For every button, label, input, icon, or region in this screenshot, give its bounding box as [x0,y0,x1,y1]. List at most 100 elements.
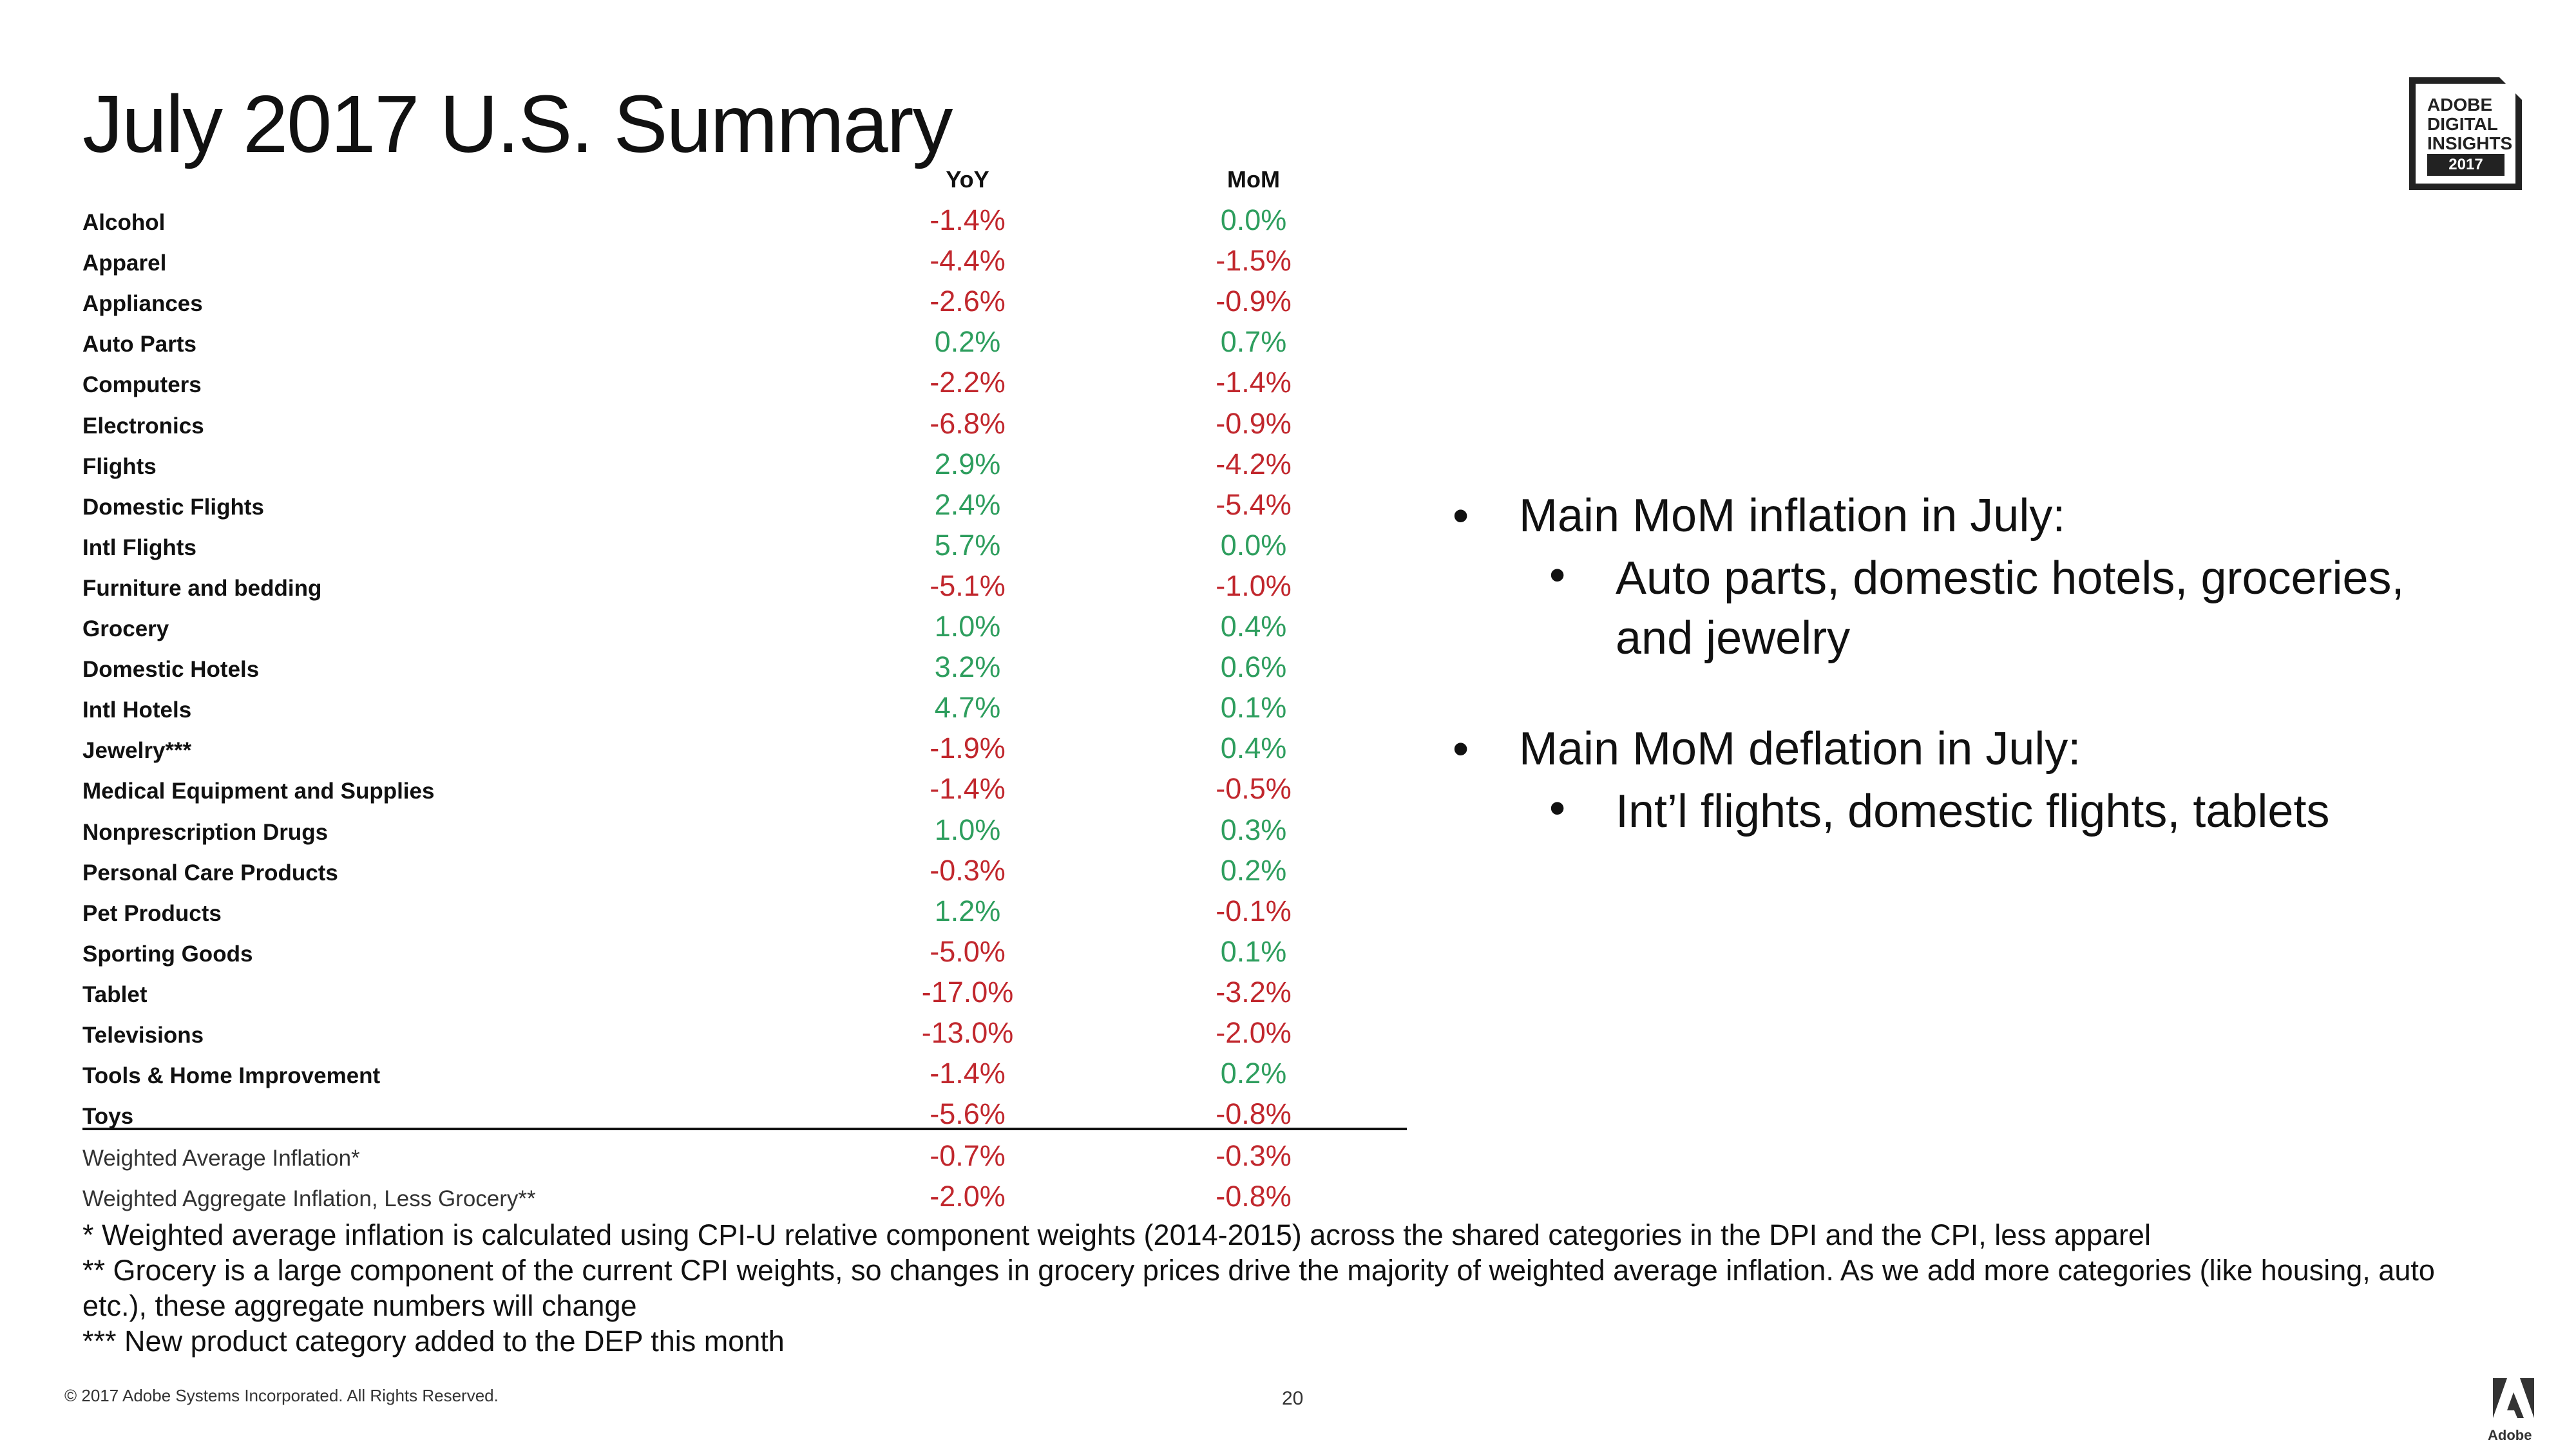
yoy-value: 1.0% [934,813,1001,846]
category-label: Intl Flights [82,535,196,560]
sub-bullet-text: Auto parts, domestic hotels, groceries, … [1616,553,2405,664]
table-row: Apparel -4.4% -1.5% [0,240,1417,281]
mom-value: 0.2% [1220,1057,1287,1090]
category-label: Domestic Flights [82,494,264,520]
category-label: Medical Equipment and Supplies [82,779,435,804]
mom-value: -0.8% [1216,1097,1292,1131]
table-row: Personal Care Products -0.3% 0.2% [0,850,1417,891]
bullet-dot: • [1453,723,1469,775]
category-label: Televisions [82,1023,204,1048]
table-row: Furniture and bedding -5.1% -1.0% [0,565,1417,606]
table-row: Grocery 1.0% 0.4% [0,606,1417,647]
footnote: *** New product category added to the DE… [82,1325,785,1358]
category-label: Electronics [82,413,204,439]
bullet-dot: • [1453,490,1469,542]
yoy-value: -6.8% [930,406,1006,440]
yoy-value: 0.2% [934,325,1001,359]
table-row: Flights 2.9% -4.2% [0,444,1417,484]
category-label: Intl Hotels [82,697,192,723]
adobe-wordmark: Adobe [2488,1427,2532,1443]
page-number: 20 [1282,1388,1304,1409]
yoy-value: -17.0% [921,975,1014,1009]
copyright-notice: © 2017 Adobe Systems Incorporated. All R… [64,1386,499,1405]
yoy-value: -5.6% [930,1097,1006,1131]
yoy-value: 2.9% [934,447,1001,480]
category-label: Domestic Hotels [82,657,260,683]
mom-value: -2.0% [1216,1016,1292,1049]
aggregate-row: Weighted Aggregate Inflation, Less Groce… [0,1176,1417,1217]
badge-year: 2017 [2427,154,2504,176]
adobe-digital-insights-badge: ADOBE DIGITAL INSIGHTS 2017 [2409,77,2522,190]
aggregate-yoy-value: -0.7% [930,1139,1006,1172]
category-label: Appliances [82,291,203,317]
category-label: Flights [82,453,157,479]
category-label: Pet Products [82,900,222,926]
category-label: Toys [82,1104,134,1130]
category-label: Jewelry*** [82,738,192,764]
yoy-value: -5.1% [930,569,1006,602]
footnotes: * Weighted average inflation is calculat… [82,1217,2466,1359]
yoy-value: -2.2% [930,366,1006,399]
yoy-value: -1.4% [930,204,1006,236]
yoy-value: -2.6% [930,285,1006,318]
mom-value: -0.9% [1216,406,1292,440]
category-label: Tools & Home Improvement [82,1063,381,1089]
mom-value: 0.6% [1220,650,1287,684]
badge-line-1: ADOBE [2427,95,2493,115]
aggregate-mom-value: -0.8% [1216,1180,1292,1213]
category-label: Sporting Goods [82,941,253,967]
yoy-value: 4.7% [934,691,1001,724]
aggregate-label: Weighted Aggregate Inflation, Less Groce… [82,1186,536,1211]
badge-line-2: DIGITAL [2427,114,2498,134]
mom-value: -0.9% [1216,285,1292,318]
table-row: Intl Hotels 4.7% 0.1% [0,687,1417,728]
mom-value: -0.5% [1216,772,1292,806]
mom-value: -1.5% [1216,244,1292,278]
yoy-value: 1.2% [934,894,1001,927]
yoy-value: 2.4% [934,488,1001,521]
table-row: Auto Parts 0.2% 0.7% [0,321,1417,362]
mom-value: 0.0% [1220,528,1287,562]
table-row: Tablet -17.0% -3.2% [0,972,1417,1012]
table-row: Electronics -6.8% -0.9% [0,403,1417,444]
table-row: Tools & Home Improvement -1.4% 0.2% [0,1053,1417,1094]
bullet-text: Main MoM inflation in July: [1519,490,2066,542]
table-divider [82,1128,1407,1130]
yoy-value: -1.4% [930,1057,1006,1090]
aggregate-label: Weighted Average Inflation* [82,1146,360,1171]
yoy-value: -5.0% [930,934,1006,968]
page-title: July 2017 U.S. Summary [82,79,953,169]
column-header-mom: MoM [1227,166,1280,193]
yoy-value: 5.7% [934,528,1001,562]
mom-value: 0.0% [1220,204,1287,236]
table-row: Sporting Goods -5.0% 0.1% [0,931,1417,972]
table-row: Pet Products 1.2% -0.1% [0,891,1417,931]
category-label: Nonprescription Drugs [82,819,329,845]
adobe-logo-icon [2493,1378,2534,1418]
table-row: Domestic Hotels 3.2% 0.6% [0,647,1417,687]
bullet-text: Main MoM deflation in July: [1519,723,2081,775]
category-label: Alcohol [82,210,166,235]
yoy-value: -4.4% [930,244,1006,278]
category-label: Auto Parts [82,332,196,357]
badge-line-3: INSIGHTS [2427,133,2513,153]
table-row: Medical Equipment and Supplies -1.4% -0.5% [0,768,1417,809]
table-row: Nonprescription Drugs 1.0% 0.3% [0,810,1417,850]
mom-value: -5.4% [1216,488,1292,521]
category-label: Furniture and bedding [82,575,322,601]
mom-value: 0.2% [1220,853,1287,887]
column-header-yoy: YoY [946,166,989,193]
footnote: ** Grocery is a large component of the c… [82,1254,2435,1322]
category-label: Tablet [82,981,148,1007]
yoy-value: -1.9% [930,732,1006,765]
mom-value: -1.4% [1216,366,1292,399]
category-label: Personal Care Products [82,860,338,886]
yoy-value: -1.4% [930,772,1006,806]
mom-value: -3.2% [1216,975,1292,1009]
sub-bullet-dot: • [1549,782,1566,834]
table-row: Alcohol -1.4% 0.0% [0,200,1417,240]
table-row: Intl Flights 5.7% 0.0% [0,525,1417,565]
mom-value: -0.1% [1216,894,1292,927]
footnote: * Weighted average inflation is calculat… [82,1218,2151,1251]
mom-value: 0.7% [1220,325,1287,359]
